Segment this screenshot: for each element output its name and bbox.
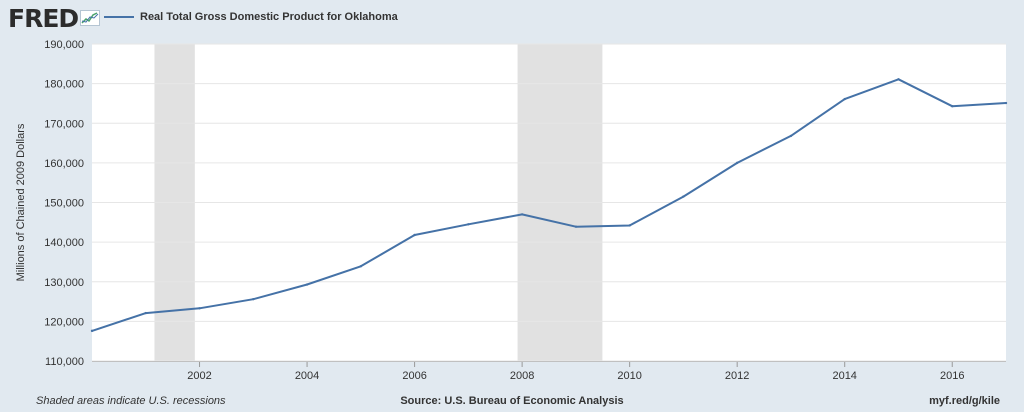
data-point (789, 134, 793, 138)
x-tick-label: 2006 (402, 370, 426, 382)
legend-swatch (104, 16, 134, 18)
data-point (574, 225, 578, 228)
data-point (682, 195, 685, 198)
x-tick-label: 2004 (295, 370, 319, 382)
x-tick-label: 2016 (940, 370, 964, 382)
y-tick-label: 190,000 (44, 39, 84, 51)
data-point (467, 223, 470, 226)
data-point (359, 265, 363, 268)
x-tick-label: 2014 (832, 370, 856, 382)
x-tick-label: 2008 (510, 370, 534, 382)
fred-logo-text: FRED (8, 3, 79, 33)
y-axis-title: Millions of Chained 2009 Dollars (15, 123, 27, 281)
x-tick-label: 2010 (617, 370, 641, 382)
trend-line-icon (80, 10, 101, 26)
y-tick-label: 170,000 (44, 118, 84, 130)
data-point (198, 307, 201, 310)
recession-note: Shaded areas indicate U.S. recessions (36, 395, 226, 407)
source-note: Source: U.S. Bureau of Economic Analysis (400, 395, 624, 407)
y-tick-label: 120,000 (44, 316, 84, 328)
fred-logo[interactable]: FRED (8, 3, 101, 33)
data-point (144, 311, 147, 315)
data-point (897, 78, 900, 81)
x-tick-label: 2002 (187, 370, 211, 382)
y-tick-label: 110,000 (45, 356, 84, 368)
y-tick-label: 150,000 (44, 198, 84, 210)
data-point (252, 297, 255, 301)
data-point (520, 213, 524, 216)
data-point (90, 329, 94, 333)
y-tick-label: 140,000 (44, 237, 84, 249)
data-point (413, 233, 416, 237)
data-point (951, 105, 954, 108)
data-point (735, 161, 739, 165)
data-point (843, 97, 846, 101)
chart-header: FRED Real Total Gross Domestic Product f… (0, 0, 1024, 38)
y-tick-label: 160,000 (44, 158, 84, 170)
data-point (305, 283, 309, 286)
chart-legend: Real Total Gross Domestic Product for Ok… (104, 11, 398, 23)
short-link[interactable]: myf.red/g/kile (929, 395, 1000, 407)
y-tick-label: 180,000 (44, 79, 84, 91)
y-tick-label: 130,000 (44, 277, 84, 289)
x-tick-label: 2012 (725, 370, 749, 382)
series-line (91, 78, 1007, 332)
legend-label: Real Total Gross Domestic Product for Ok… (140, 11, 398, 23)
data-point (1004, 101, 1008, 105)
data-point (628, 224, 631, 227)
